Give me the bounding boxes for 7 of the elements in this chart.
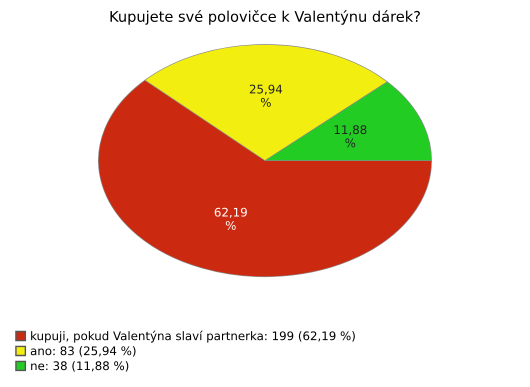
chart-title: Kupujete své polovičce k Valentýnu dárek?	[110, 10, 420, 25]
data-label: 11,88 %	[334, 125, 366, 148]
data-label: 62,19 %	[214, 208, 247, 230]
legend-label: ne: 38 (11,88 %)	[31, 361, 128, 372]
legend-label: ano: 83 (25,94 %)	[30, 346, 136, 357]
data-label: 25,94 %	[250, 84, 282, 107]
legend-label: kupuji, pokud Valentýna slaví partnerka: 199 (62,19 %)	[31, 330, 355, 343]
